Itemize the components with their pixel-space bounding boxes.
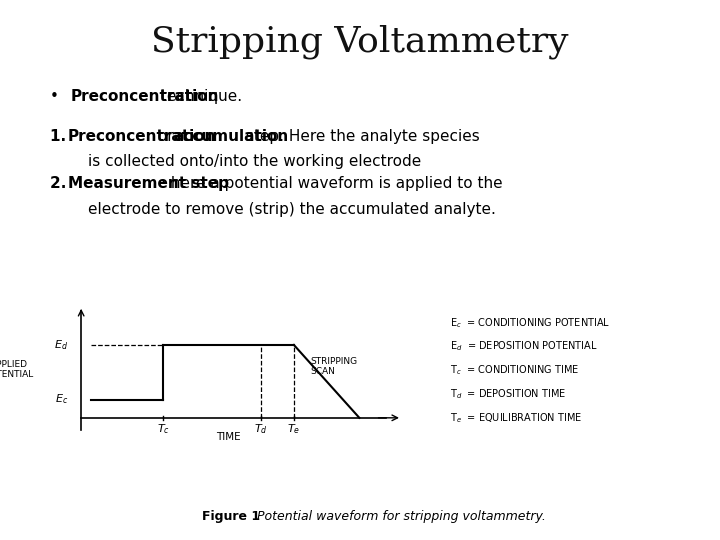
Text: TIME: TIME xyxy=(216,433,240,442)
Text: APPLIED
POTENTIAL: APPLIED POTENTIAL xyxy=(0,360,34,379)
Text: electrode to remove (strip) the accumulated analyte.: electrode to remove (strip) the accumula… xyxy=(88,202,495,217)
Text: 2.: 2. xyxy=(50,176,72,191)
Text: T$_c$  = CONDITIONING TIME: T$_c$ = CONDITIONING TIME xyxy=(450,363,579,377)
Text: Measurement step: Measurement step xyxy=(68,176,229,191)
Text: E$_c$  = CONDITIONING POTENTIAL: E$_c$ = CONDITIONING POTENTIAL xyxy=(450,316,611,330)
Text: T$_d$  = DEPOSITION TIME: T$_d$ = DEPOSITION TIME xyxy=(450,387,566,401)
Text: $T_c$: $T_c$ xyxy=(156,422,169,436)
Text: Preconcentration: Preconcentration xyxy=(71,89,219,104)
Text: T$_e$  = EQUILIBRATION TIME: T$_e$ = EQUILIBRATION TIME xyxy=(450,411,582,425)
Text: $T_d$: $T_d$ xyxy=(254,422,268,436)
Text: accumulation: accumulation xyxy=(174,129,289,144)
Text: Stripping Voltammetry: Stripping Voltammetry xyxy=(151,24,569,59)
Text: Figure 1: Figure 1 xyxy=(202,510,260,523)
Text: or: or xyxy=(153,129,178,144)
Text: Potential waveform for stripping voltammetry.: Potential waveform for stripping voltamm… xyxy=(253,510,546,523)
Text: $E_d$: $E_d$ xyxy=(54,338,68,352)
Text: $E_c$: $E_c$ xyxy=(55,393,68,407)
Text: E$_d$  = DEPOSITION POTENTIAL: E$_d$ = DEPOSITION POTENTIAL xyxy=(450,340,598,354)
Text: technique.: technique. xyxy=(156,89,242,104)
Text: •: • xyxy=(50,89,69,104)
Text: 1.: 1. xyxy=(50,129,72,144)
Text: STRIPPING
SCAN: STRIPPING SCAN xyxy=(310,357,357,376)
Text: $T_e$: $T_e$ xyxy=(287,422,300,436)
Text: is collected onto/into the working electrode: is collected onto/into the working elect… xyxy=(88,154,421,170)
Text: Preconcentration: Preconcentration xyxy=(68,129,216,144)
Text: step. Here the analyte species: step. Here the analyte species xyxy=(241,129,480,144)
Text: : here a potential waveform is applied to the: : here a potential waveform is applied t… xyxy=(156,176,502,191)
